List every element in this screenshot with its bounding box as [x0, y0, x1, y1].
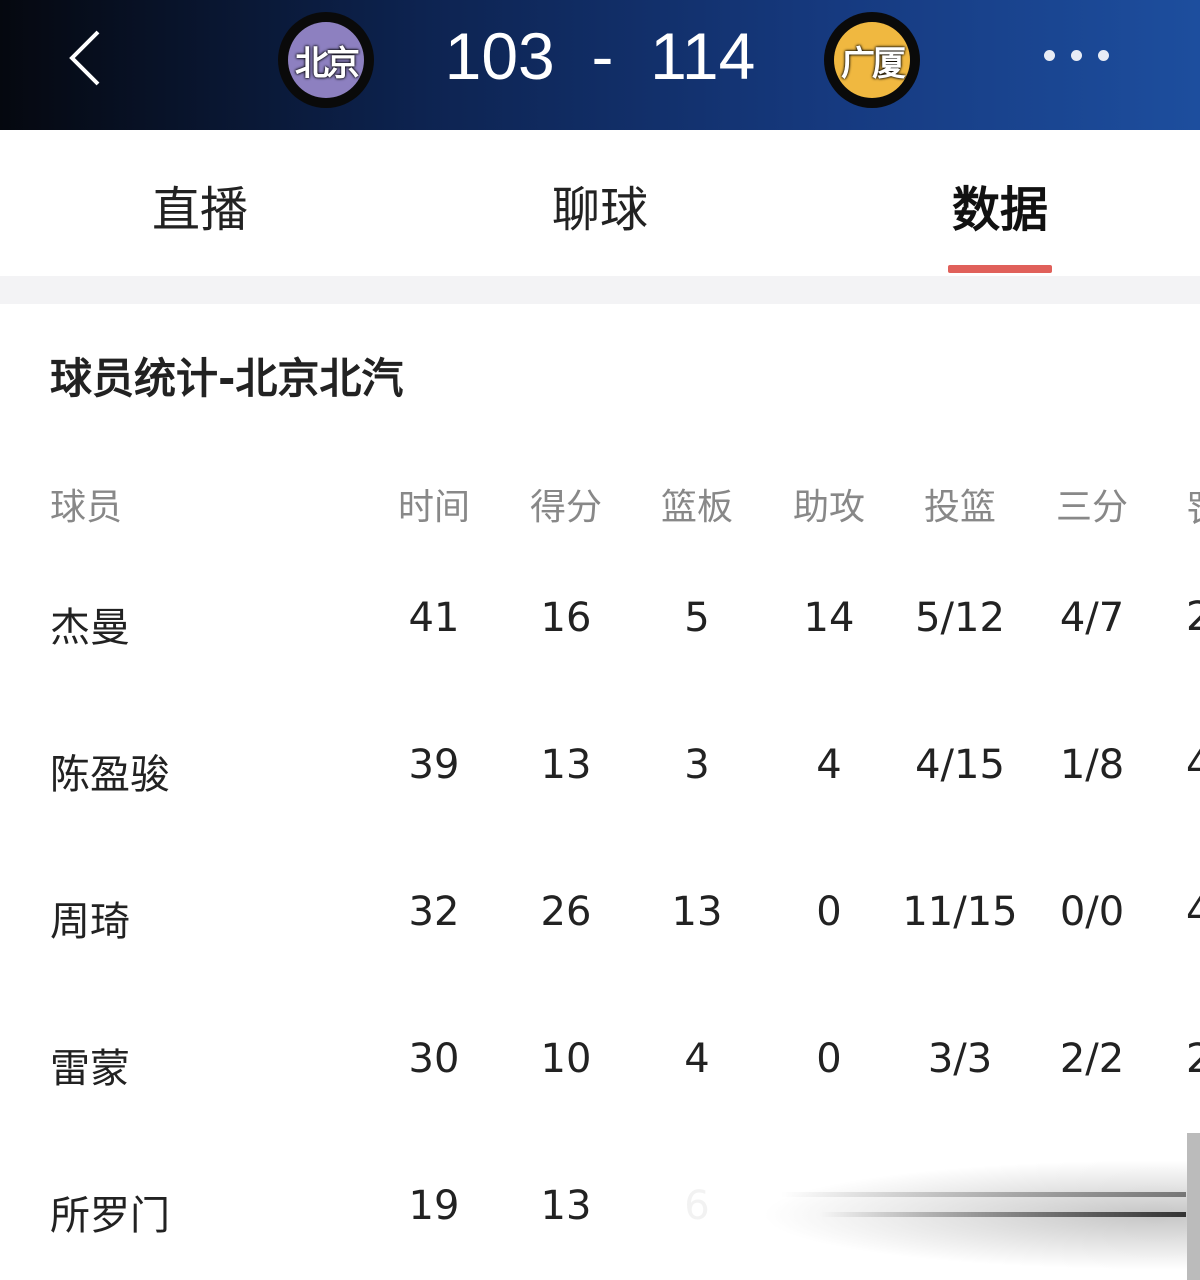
col-three[interactable]: 三分: [1055, 487, 1128, 528]
stat-min: 19: [408, 1183, 460, 1229]
col-pts[interactable]: 得分: [529, 487, 602, 528]
stat-pts: 26: [540, 889, 592, 935]
tab-chat[interactable]: 聊球: [551, 182, 648, 238]
stat-fg: 11/15: [902, 889, 1018, 935]
col-player: 球员: [50, 487, 123, 528]
col-min[interactable]: 时间: [397, 487, 470, 528]
divider: [0, 276, 1200, 304]
stat-pts: 10: [540, 1036, 592, 1082]
clipped-cell: 2: [1186, 594, 1200, 640]
player-name[interactable]: 陈盈骏: [50, 752, 170, 798]
table-row[interactable]: 周琦 32 26 13 0 11/15 0/0: [0, 889, 1200, 949]
col-ast[interactable]: 助攻: [792, 487, 865, 528]
clipped-cell: 4: [1186, 742, 1200, 788]
score-separator: -: [591, 19, 614, 93]
clipped-cell: 2: [1186, 1036, 1200, 1082]
stat-min: 30: [408, 1036, 460, 1082]
clipped-cell: 4: [1186, 889, 1200, 935]
away-team-name: 广厦: [834, 22, 910, 98]
stat-fg: 5/12: [915, 595, 1005, 641]
col-clipped: 罚: [1186, 480, 1200, 532]
table-row[interactable]: 杰曼 41 16 5 14 5/12 4/7: [0, 595, 1200, 655]
tab-bar: 直播 聊球 数据: [0, 130, 1200, 272]
stat-pts: 13: [540, 1183, 592, 1229]
stat-ast: 4: [816, 742, 842, 788]
table-row[interactable]: 所罗门 19 13 6: [0, 1183, 1200, 1243]
stat-min: 32: [408, 889, 460, 935]
back-icon[interactable]: [64, 28, 108, 88]
home-team-logo[interactable]: 北京: [278, 12, 374, 108]
player-name[interactable]: 杰曼: [50, 605, 130, 651]
tab-data[interactable]: 数据: [951, 182, 1048, 238]
table-header: 球员 时间 得分 篮板 助攻 投篮 三分: [0, 478, 1200, 538]
stat-reb: 4: [684, 1036, 710, 1082]
player-name[interactable]: 雷蒙: [50, 1046, 130, 1092]
stat-fg: 4/15: [915, 742, 1005, 788]
stat-ast: 14: [803, 595, 855, 641]
tab-live[interactable]: 直播: [151, 182, 248, 238]
away-team-logo[interactable]: 广厦: [824, 12, 920, 108]
home-score: 103: [444, 19, 555, 93]
active-tab-indicator: [948, 265, 1052, 273]
player-name[interactable]: 周琦: [50, 899, 130, 945]
stat-three: 0/0: [1059, 889, 1125, 935]
home-team-name: 北京: [288, 22, 364, 98]
away-score: 114: [650, 19, 756, 93]
stat-reb: 3: [684, 742, 710, 788]
col-fg[interactable]: 投篮: [923, 487, 996, 528]
more-icon[interactable]: [1044, 50, 1109, 61]
table-row[interactable]: 陈盈骏 39 13 3 4 4/15 1/8: [0, 742, 1200, 802]
score: 103 - 114: [440, 18, 760, 94]
stat-reb: 13: [671, 889, 723, 935]
stat-three: 2/2: [1059, 1036, 1125, 1082]
stat-reb: 5: [684, 595, 710, 641]
stat-ast: 0: [816, 889, 842, 935]
blur-streak: [780, 1192, 1186, 1197]
scrollbar[interactable]: [1187, 1133, 1200, 1280]
stat-ast: 0: [816, 1036, 842, 1082]
stat-min: 39: [408, 742, 460, 788]
player-name[interactable]: 所罗门: [50, 1193, 170, 1239]
stat-reb: 6: [684, 1183, 710, 1229]
stat-three: 4/7: [1059, 595, 1125, 641]
table-row[interactable]: 雷蒙 30 10 4 0 3/3 2/2: [0, 1036, 1200, 1096]
col-reb[interactable]: 篮板: [660, 487, 733, 528]
blur-streak: [820, 1212, 1186, 1217]
stat-min: 41: [408, 595, 460, 641]
match-header: 北京 103 - 114 广厦: [0, 0, 1200, 130]
section-title: 球员统计-北京北汽: [50, 354, 404, 403]
stat-fg: 3/3: [927, 1036, 993, 1082]
stat-pts: 13: [540, 742, 592, 788]
stat-pts: 16: [540, 595, 592, 641]
stat-three: 1/8: [1059, 742, 1125, 788]
